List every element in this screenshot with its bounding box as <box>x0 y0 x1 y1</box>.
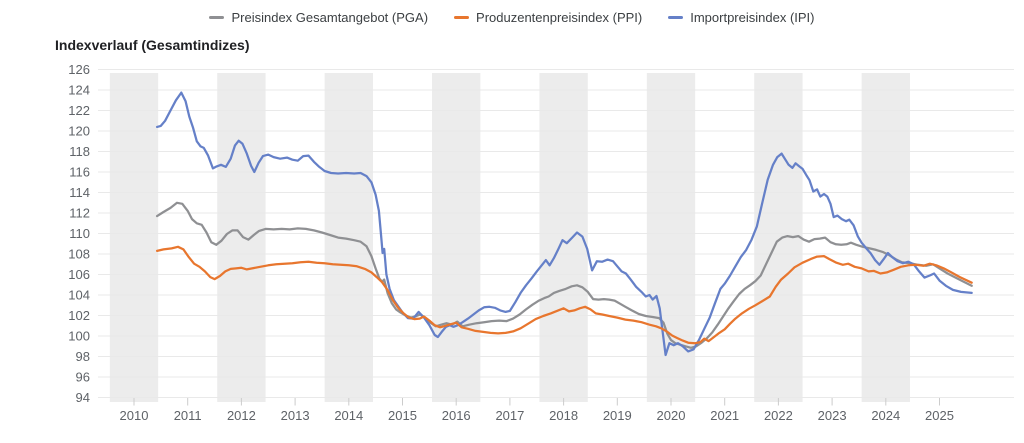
ipi-line-swatch-icon <box>668 15 684 20</box>
x-tick-label-2010: 2010 <box>120 408 149 423</box>
y-tick-label-120: 120 <box>68 124 90 139</box>
year-band-2016 <box>432 73 481 402</box>
legend-label-ipi: Importpreisindex (IPI) <box>690 10 815 25</box>
x-axis-labels: 2010 2011 2012 2013 2014 2015 2016 2017 2018 2019… <box>120 398 954 423</box>
year-band-2024 <box>861 73 910 402</box>
y-tick-label-112: 112 <box>69 206 90 221</box>
year-band-2010 <box>109 73 159 402</box>
y-tick-label-98: 98 <box>76 349 90 364</box>
y-tick-label-126: 126 <box>68 62 90 77</box>
series-line-pga[interactable] <box>155 201 973 349</box>
x-tick-label-2022: 2022 <box>764 408 793 423</box>
legend-label-ppi: Produzentenpreisindex (PPI) <box>476 10 643 25</box>
chart-title: Indexverlauf (Gesamtindizes) <box>55 37 250 53</box>
y-tick-label-106: 106 <box>68 267 90 282</box>
y-axis-labels: 94 96 98 100 102 104 106 108 110 112 114 116 118 120 1… <box>68 62 90 405</box>
x-tick-label-2023: 2023 <box>818 408 847 423</box>
x-tick-label-2014: 2014 <box>334 408 363 423</box>
gridlines <box>98 69 1014 398</box>
x-tick-label-2020: 2020 <box>657 408 686 423</box>
year-band-2018 <box>539 73 588 402</box>
year-bands <box>109 73 910 402</box>
series-lines[interactable] <box>155 91 973 357</box>
legend-item-ppi[interactable]: Produzentenpreisindex (PPI) <box>454 10 642 25</box>
y-tick-label-118: 118 <box>69 144 90 159</box>
x-tick-label-2019: 2019 <box>603 408 632 423</box>
series-line-ipi[interactable] <box>155 91 973 357</box>
x-tick-label-2017: 2017 <box>495 408 524 423</box>
x-tick-label-2024: 2024 <box>871 408 900 423</box>
x-tick-label-2021: 2021 <box>710 408 739 423</box>
legend-label-pga: Preisindex Gesamtangebot (PGA) <box>231 10 429 25</box>
year-band-2014 <box>324 73 373 402</box>
y-tick-label-100: 100 <box>68 329 90 344</box>
y-tick-label-96: 96 <box>76 370 90 385</box>
x-tick-label-2011: 2011 <box>174 408 202 423</box>
y-tick-label-94: 94 <box>76 390 90 405</box>
x-tick-label-2013: 2013 <box>281 408 310 423</box>
x-tick-label-2016: 2016 <box>442 408 471 423</box>
y-tick-label-114: 114 <box>69 185 90 200</box>
x-tick-label-2012: 2012 <box>227 408 256 423</box>
x-tick-label-2018: 2018 <box>549 408 578 423</box>
y-tick-label-104: 104 <box>68 288 90 303</box>
ppi-line-swatch-icon <box>454 15 470 20</box>
legend-item-ipi[interactable]: Importpreisindex (IPI) <box>668 10 815 25</box>
pga-line-swatch-icon <box>209 15 225 20</box>
y-tick-label-108: 108 <box>68 247 90 262</box>
y-tick-label-122: 122 <box>68 103 90 118</box>
year-band-2020 <box>646 73 696 402</box>
series-line-ppi[interactable] <box>155 245 973 345</box>
x-tick-label-2025: 2025 <box>925 408 954 423</box>
y-tick-label-110: 110 <box>69 226 90 241</box>
legend-item-pga[interactable]: Preisindex Gesamtangebot (PGA) <box>209 10 428 25</box>
y-tick-label-116: 116 <box>69 165 90 180</box>
y-tick-label-124: 124 <box>68 83 90 98</box>
x-tick-label-2015: 2015 <box>388 408 417 423</box>
legend: Preisindex Gesamtangebot (PGA) Produzent… <box>0 10 1024 25</box>
y-tick-label-102: 102 <box>68 308 90 323</box>
